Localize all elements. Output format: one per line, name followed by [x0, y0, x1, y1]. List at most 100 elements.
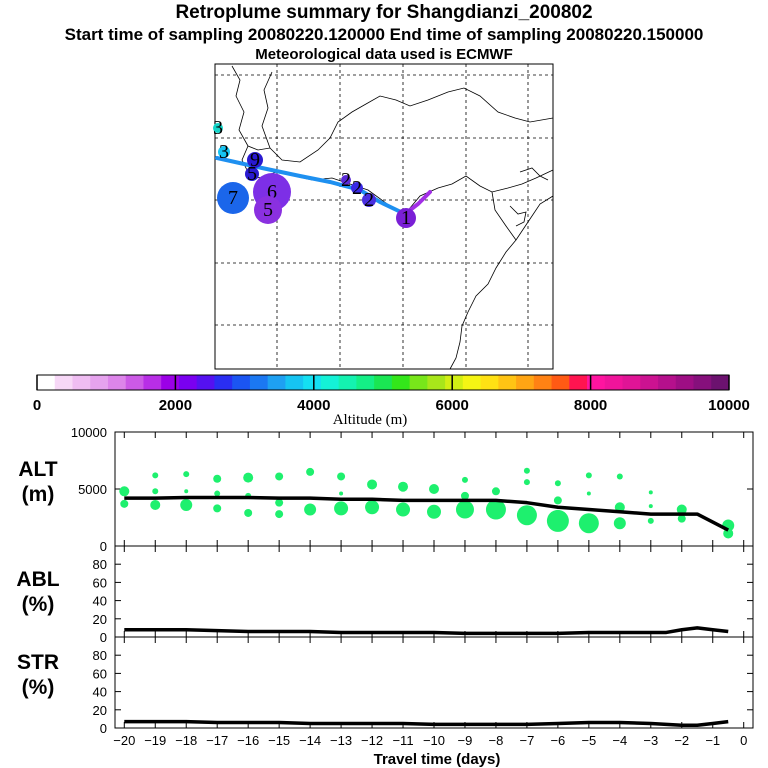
cluster-point: [150, 499, 161, 510]
colorbar-ticks: 0 2000 4000 6000 8000 10000: [33, 375, 750, 414]
colorbar-swatch: [391, 375, 411, 390]
x-tick-label: −7: [519, 733, 534, 748]
altitude-circle-marker: [341, 175, 351, 185]
cluster-point: [429, 484, 439, 494]
x-axis: −20 −19 −18 −17 −16 −15 −14 −13 −12 −11 −10 −9 −8 −7−…: [113, 733, 747, 768]
y-tick-label: 20: [93, 612, 107, 627]
y-tick-label: 80: [93, 557, 107, 572]
x-tick-label: −13: [330, 733, 352, 748]
colorbar-swatch: [604, 375, 624, 390]
colorbar-tick-label: 8000: [574, 397, 607, 414]
colorbar-tick-label: 4000: [297, 397, 330, 414]
colorbar-swatch: [498, 375, 517, 390]
map-marker-label: 2: [352, 177, 362, 199]
cluster-point: [553, 496, 562, 505]
y-tick-label: 60: [93, 575, 107, 590]
x-tick-label: −14: [299, 733, 321, 748]
trajectory-line-icon: [215, 156, 407, 216]
map-marker-label: 2: [341, 169, 351, 191]
colorbar-swatch: [338, 375, 357, 390]
cluster-point: [152, 488, 159, 495]
map-marker-label: 1: [401, 207, 411, 229]
cluster-point: [334, 501, 349, 516]
x-tick-label: 0: [740, 733, 747, 748]
map-marker-label: 5: [263, 199, 273, 221]
cluster-point: [585, 472, 592, 479]
colorbar-swatch: [143, 375, 162, 390]
y-axis-unit: (%): [22, 676, 55, 699]
altitude-circle-marker: [217, 182, 249, 214]
x-tick-label: −3: [643, 733, 658, 748]
y-tick-label: 10000: [71, 425, 107, 440]
y-tick-label: 60: [93, 666, 107, 681]
x-tick-label: −15: [268, 733, 290, 748]
y-tick-label: 0: [100, 539, 107, 554]
x-tick-label: −19: [144, 733, 166, 748]
colorbar-swatch: [693, 375, 712, 390]
map-coastline: [449, 191, 517, 370]
map-marker-label: 2: [364, 189, 374, 211]
series-line: [124, 626, 729, 636]
series-line: [124, 495, 730, 532]
y-tick-label: 5000: [78, 482, 107, 497]
map-coastline: [509, 205, 527, 227]
cluster-point: [275, 498, 284, 507]
x-tick-label: −2: [674, 733, 689, 748]
cluster-point: [120, 499, 129, 508]
colorbar-swatch: [658, 375, 677, 390]
cluster-point: [578, 513, 599, 534]
colorbar-swatch: [445, 375, 464, 390]
y-tick-label: 80: [93, 648, 107, 663]
x-tick-label: −1: [705, 733, 720, 748]
series-line: [124, 719, 729, 728]
cluster-point: [647, 517, 654, 524]
cluster-point: [485, 499, 506, 520]
colorbar-swatch: [480, 375, 499, 390]
cluster-point: [586, 491, 591, 496]
cluster-point: [427, 504, 441, 519]
colorbar-swatch: [711, 375, 730, 390]
colorbar-swatch: [374, 375, 393, 390]
colorbar-swatch: [54, 375, 73, 390]
panel-alt: 10000 5000 0 ALT(m): [18, 425, 754, 554]
colorbar-swatch: [356, 375, 375, 390]
colorbar-swatch: [178, 375, 198, 390]
cluster-point: [460, 491, 469, 500]
map-borders: [231, 65, 554, 370]
colorbar-swatch: [214, 375, 233, 390]
y-tick-label: 40: [93, 594, 107, 609]
colorbar-swatch: [675, 375, 695, 390]
colorbar-swatch: [640, 375, 659, 390]
map-marker-label: 3: [219, 141, 229, 163]
map-marker-label: 3: [213, 117, 223, 139]
cluster-point: [616, 473, 623, 480]
x-tick-label: −8: [489, 733, 504, 748]
meteo-data-note: Meteorological data used is ECMWF: [255, 46, 513, 63]
cluster-point: [367, 479, 378, 490]
x-tick-label: −18: [175, 733, 197, 748]
x-tick-label: −9: [458, 733, 473, 748]
colorbar-swatch: [533, 375, 553, 390]
cluster-point: [180, 498, 193, 511]
colorbar-swatch: [107, 375, 127, 390]
colorbar-swatch: [409, 375, 428, 390]
colorbar-swatch: [551, 375, 570, 390]
colorbar-tick-label: 0: [33, 397, 41, 414]
colorbar-swatch: [90, 375, 109, 390]
map-marker-label: 7: [228, 187, 238, 209]
map-marker-label: 5: [247, 163, 257, 185]
cluster-point: [613, 517, 626, 530]
altitude-circle-marker: [254, 196, 282, 224]
y-axis-unit: (%): [22, 593, 55, 616]
colorbar-swatch: [285, 375, 304, 390]
x-tick-label: −10: [423, 733, 445, 748]
cluster-point: [677, 514, 686, 523]
cluster-point: [152, 472, 159, 479]
y-tick-label: 40: [93, 685, 107, 700]
x-axis-label: Travel time (days): [374, 751, 501, 768]
cluster-point: [491, 487, 500, 496]
colorbar-swatch: [72, 375, 91, 390]
altitude-circle-marker: [351, 182, 363, 194]
panel-frame: [114, 636, 754, 729]
